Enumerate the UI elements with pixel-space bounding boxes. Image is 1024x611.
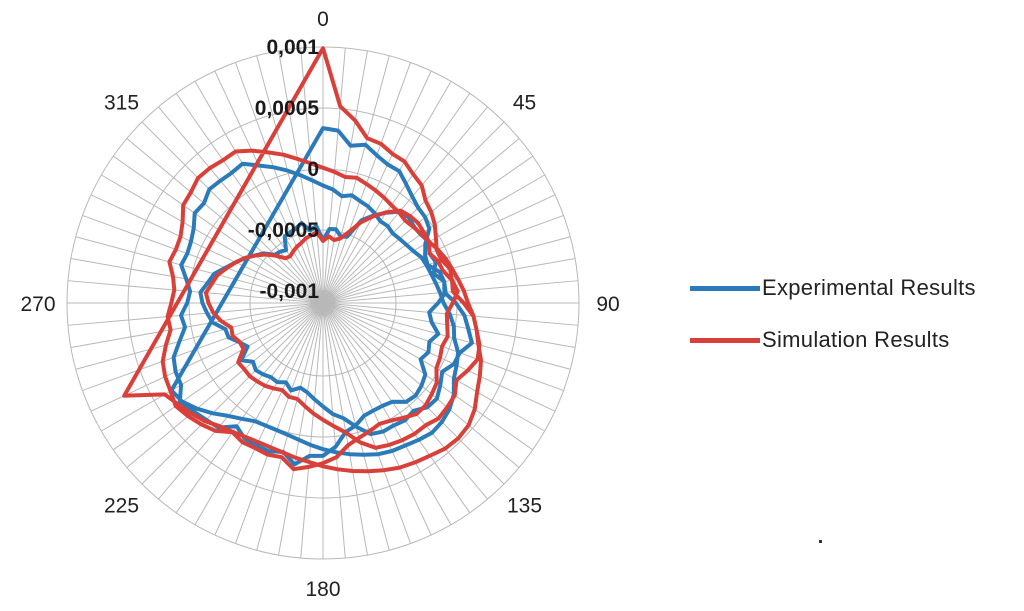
radar-grid	[66, 46, 580, 560]
axis-labels: 0 45 90 135 180 225 270 315 0,001 0,0005 0 -0,0005 -…	[20, 8, 619, 601]
angle-label: 135	[507, 495, 542, 518]
legend-item-simulation: Simulation Results	[690, 314, 976, 366]
grid-spoke	[82, 302, 324, 392]
legend-label-simulation: Simulation Results	[762, 327, 950, 352]
grid-spoke	[75, 236, 324, 304]
series-layer	[122, 46, 483, 474]
grid-spoke	[113, 302, 324, 451]
grid-spoke	[70, 302, 324, 348]
grid-spoke	[322, 174, 545, 304]
legend: Experimental Results Simulation Results	[690, 262, 976, 366]
grid-spoke	[194, 81, 324, 304]
grid-spoke	[322, 93, 471, 304]
grid-spoke	[126, 302, 324, 468]
grid-spoke	[322, 302, 505, 485]
radial-tick-label: 0	[307, 158, 319, 181]
radial-tick-label: -0,0005	[248, 219, 320, 242]
grid-spoke	[141, 121, 324, 304]
radial-tick-label: -0,001	[259, 280, 319, 303]
grid-spoke	[322, 302, 452, 525]
grid-spoke	[322, 106, 488, 304]
grid-spoke	[256, 302, 324, 551]
grid-spoke	[322, 258, 576, 304]
legend-item-experimental: Experimental Results	[690, 262, 976, 314]
legend-swatch-simulation	[690, 337, 760, 343]
grid-spoke	[322, 81, 452, 304]
grid-spoke	[322, 302, 346, 559]
grid-spoke	[194, 302, 324, 525]
grid-spoke	[322, 302, 471, 513]
legend-swatch-experimental	[690, 285, 760, 291]
grid-spoke	[175, 93, 324, 304]
grid-spoke	[322, 236, 571, 304]
series-line-simulation	[122, 46, 483, 474]
grid-spoke	[322, 302, 432, 536]
grid-spoke	[278, 302, 324, 556]
grid-spoke	[300, 302, 324, 559]
grid-spoke	[158, 106, 324, 304]
grid-spoke	[234, 302, 324, 544]
grid-spoke	[300, 47, 324, 304]
legend-label-experimental: Experimental Results	[762, 275, 976, 300]
grid-spoke	[322, 138, 520, 304]
grid-spoke	[67, 280, 324, 304]
grid-spoke	[67, 302, 324, 326]
grid-spoke	[322, 121, 505, 304]
stray-dot	[819, 540, 822, 543]
grid-spoke	[158, 302, 324, 500]
radial-tick-label: 0,001	[266, 36, 319, 59]
angle-label: 270	[20, 293, 55, 316]
grid-spoke	[322, 47, 346, 304]
grid-spoke	[322, 302, 368, 556]
angle-label: 45	[513, 92, 536, 115]
angle-label: 180	[305, 578, 340, 601]
grid-spoke	[175, 302, 324, 513]
grid-spoke	[322, 302, 533, 451]
angle-label: 315	[104, 92, 139, 115]
grid-spoke	[75, 302, 324, 370]
grid-spoke	[322, 302, 545, 432]
angle-label: 225	[104, 495, 139, 518]
grid-spoke	[256, 55, 324, 304]
grid-spoke	[322, 280, 579, 304]
grid-spoke	[101, 302, 324, 432]
grid-spoke	[322, 70, 432, 304]
grid-spoke	[90, 302, 324, 412]
grid-spoke	[141, 302, 324, 485]
grid-spoke	[322, 302, 412, 544]
grid-spoke	[214, 70, 324, 304]
radial-tick-label: 0,0005	[255, 97, 320, 120]
angle-label: 90	[596, 293, 619, 316]
grid-spoke	[70, 258, 324, 304]
grid-spoke	[214, 302, 324, 536]
angle-label: 0	[317, 8, 329, 31]
grid-spoke	[234, 62, 324, 304]
